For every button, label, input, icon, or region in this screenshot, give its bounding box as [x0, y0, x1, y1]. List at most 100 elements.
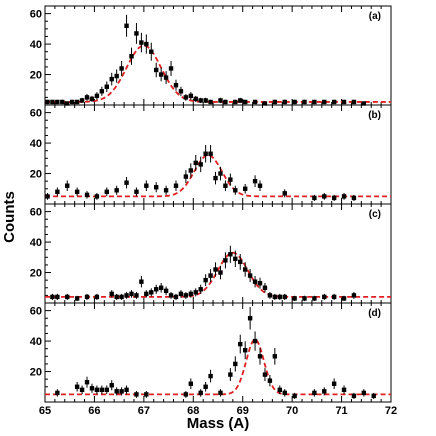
data-point	[292, 393, 297, 399]
data-point	[312, 195, 317, 201]
y-tick-label: 20	[30, 70, 42, 82]
data-point	[134, 392, 139, 397]
data-point	[218, 390, 223, 396]
data-point	[94, 294, 100, 300]
data-point	[208, 151, 213, 156]
data-point	[223, 258, 228, 263]
data-point	[208, 99, 213, 105]
data-point	[45, 99, 50, 105]
data-point	[203, 151, 208, 156]
data-point	[84, 192, 90, 198]
panel-label: (b)	[368, 110, 381, 121]
data-point	[322, 194, 327, 199]
data-point	[233, 256, 238, 262]
data-point	[99, 387, 105, 393]
data-point	[351, 99, 357, 105]
data-point	[114, 389, 119, 394]
data-point	[282, 294, 287, 300]
data-point	[223, 99, 228, 105]
data-point	[134, 189, 139, 195]
data-point	[282, 99, 287, 105]
gaussian-fit-curve	[45, 251, 391, 298]
x-axis-title: Mass (A)	[187, 415, 250, 432]
data-point	[45, 194, 50, 199]
data-point	[322, 389, 327, 394]
data-point	[89, 386, 95, 391]
data-point	[158, 285, 164, 290]
data-point	[331, 294, 337, 300]
data-point	[104, 189, 109, 195]
data-point	[213, 175, 218, 181]
y-tick-label: 20	[30, 169, 42, 181]
data-point	[168, 293, 174, 298]
data-point	[277, 387, 282, 393]
y-tick-label: 60	[30, 207, 42, 219]
data-point	[242, 99, 248, 105]
data-point	[203, 277, 208, 283]
y-tick-label: 60	[30, 9, 42, 21]
data-point	[267, 378, 273, 383]
data-point	[193, 160, 198, 166]
y-tick-label: 60	[30, 108, 42, 120]
y-tick-label: 40	[30, 237, 42, 249]
data-point	[163, 288, 169, 294]
data-point	[361, 101, 367, 106]
data-point	[242, 267, 248, 272]
data-point	[238, 341, 243, 347]
data-point	[198, 98, 203, 103]
data-point	[65, 183, 70, 188]
data-point	[302, 296, 307, 301]
data-point	[312, 390, 317, 396]
x-tick-label: 66	[88, 405, 100, 417]
x-tick-label: 69	[237, 405, 249, 417]
data-point	[341, 387, 347, 393]
data-point	[124, 23, 129, 28]
data-point	[158, 72, 164, 77]
data-point	[247, 316, 253, 321]
data-point	[74, 384, 80, 389]
data-point	[74, 189, 80, 195]
data-point	[223, 183, 228, 188]
data-point	[257, 183, 263, 188]
data-point	[218, 98, 223, 103]
data-point	[79, 387, 85, 393]
data-point	[154, 185, 159, 190]
data-point	[312, 99, 317, 105]
data-point	[119, 66, 124, 71]
data-point	[262, 101, 268, 106]
data-point	[218, 270, 223, 275]
data-point	[94, 194, 100, 199]
data-point	[149, 49, 154, 54]
data-point	[55, 294, 60, 300]
data-point	[89, 96, 95, 102]
data-point	[84, 294, 90, 300]
data-point	[55, 189, 60, 195]
y-tick-label: 20	[30, 367, 42, 379]
data-point	[193, 96, 198, 102]
panel-b: 20 40 60 (b)	[30, 104, 392, 205]
data-point	[94, 93, 100, 99]
data-point	[228, 372, 233, 377]
data-point	[144, 291, 149, 297]
data-point	[208, 373, 213, 379]
data-point	[341, 296, 347, 301]
data-point	[203, 384, 208, 389]
data-point	[188, 381, 194, 386]
data-point	[183, 95, 189, 100]
data-point	[183, 293, 189, 298]
data-point	[312, 296, 317, 301]
data-point	[218, 171, 223, 176]
data-point	[114, 73, 119, 79]
data-point	[129, 291, 134, 297]
data-point	[282, 191, 287, 196]
data-point	[233, 361, 238, 367]
data-point	[262, 285, 268, 290]
data-point	[149, 290, 154, 295]
x-tick-label: 65	[39, 405, 51, 417]
panel-frame	[44, 203, 392, 304]
data-point	[74, 296, 80, 301]
y-tick-label: 40	[30, 138, 42, 150]
data-point	[233, 99, 238, 105]
data-point	[322, 294, 327, 300]
